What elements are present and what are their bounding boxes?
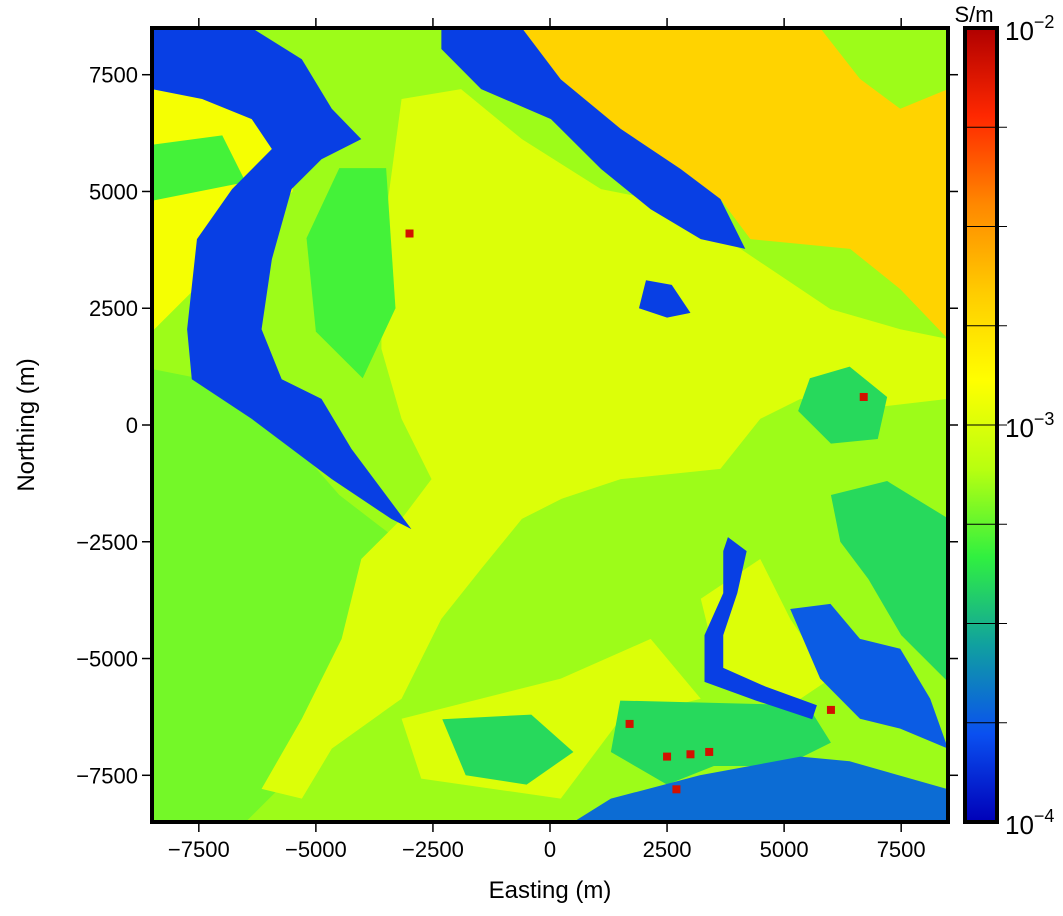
map-region bbox=[441, 28, 746, 249]
x-axis-label: Easting (m) bbox=[489, 877, 612, 904]
map-speck bbox=[625, 719, 634, 728]
y-tick-label: 5000 bbox=[89, 179, 138, 204]
map-region bbox=[638, 280, 691, 318]
map-region bbox=[442, 714, 574, 785]
x-axis: −7500 −5000 −2500 0 2500 5000 7500 bbox=[168, 18, 926, 862]
map-region bbox=[790, 603, 948, 749]
map-speck bbox=[859, 392, 868, 401]
map-region bbox=[261, 89, 948, 799]
map-region bbox=[704, 537, 817, 720]
y-tick-label: 2500 bbox=[89, 296, 138, 321]
colorbar-label: 10−3 bbox=[1005, 409, 1054, 443]
y-tick-label: 0 bbox=[126, 413, 138, 438]
y-tick-label: −5000 bbox=[76, 647, 138, 672]
colorbar-frame bbox=[963, 26, 999, 824]
map-layer bbox=[152, 28, 948, 822]
x-tick-label: 2500 bbox=[643, 837, 692, 862]
x-tick-label: −5000 bbox=[285, 837, 347, 862]
map-region bbox=[820, 28, 948, 109]
colorbar: 10−2 10−3 10−4 bbox=[963, 12, 1054, 840]
map-region bbox=[573, 756, 948, 822]
x-tick-label: 7500 bbox=[877, 837, 926, 862]
colorbar-unit: S/m bbox=[954, 2, 993, 27]
map-region bbox=[152, 368, 401, 822]
x-tick-label: 0 bbox=[544, 837, 556, 862]
x-tick-label: −2500 bbox=[402, 837, 464, 862]
map-region bbox=[306, 168, 396, 379]
map-speck bbox=[705, 747, 714, 756]
x-tick-label: 5000 bbox=[760, 837, 809, 862]
map-region bbox=[521, 28, 948, 340]
map-region bbox=[830, 481, 948, 682]
y-tick-label: −7500 bbox=[76, 763, 138, 788]
y-tick-label: 7500 bbox=[89, 63, 138, 88]
map-region bbox=[798, 366, 888, 444]
map-region bbox=[152, 135, 246, 201]
map-speck bbox=[826, 705, 835, 714]
map-speck bbox=[405, 229, 414, 238]
y-axis-label: Northing (m) bbox=[13, 358, 40, 491]
y-axis: −7500 −5000 −2500 0 2500 5000 7500 bbox=[76, 63, 958, 788]
colorbar-label: 10−4 bbox=[1005, 806, 1054, 840]
map-speck bbox=[672, 785, 681, 794]
map-speck bbox=[663, 752, 672, 761]
x-tick-label: −7500 bbox=[168, 837, 230, 862]
y-tick-label: −2500 bbox=[76, 530, 138, 555]
colorbar-label: 10−2 bbox=[1005, 12, 1054, 46]
map-speck bbox=[686, 750, 695, 759]
map-region bbox=[152, 28, 412, 530]
